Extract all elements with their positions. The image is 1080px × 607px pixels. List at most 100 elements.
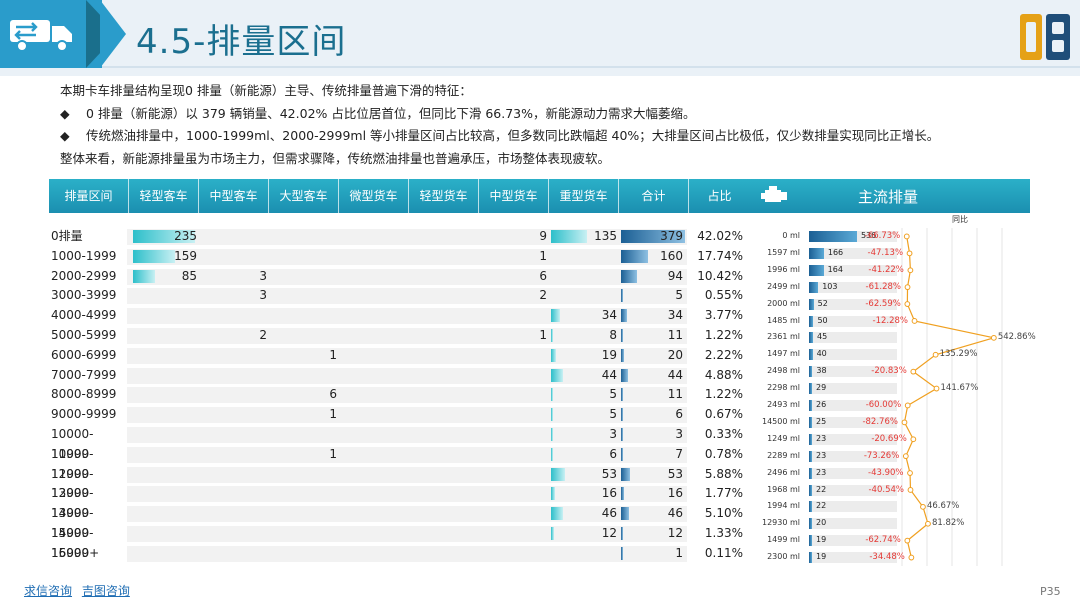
share-value: 1.33% (704, 525, 743, 540)
volume-bar (809, 349, 813, 361)
row-stripe (127, 268, 687, 285)
share-value: 4.88% (704, 367, 743, 382)
row-label: 9000-9999 (51, 407, 117, 422)
yoy-label: -73.26% (863, 450, 900, 461)
displacement-label: 1597 ml (767, 247, 800, 257)
displacement-row: 12930 ml 20 81.82% (752, 515, 1030, 532)
footer-link-jitu[interactable]: 吉图咨询 (81, 584, 130, 598)
volume-bar-track (809, 416, 897, 428)
row-stripe (127, 545, 687, 562)
table-row: 10000-10999 3 3 0.33% (49, 425, 750, 461)
light-bus-bar (133, 269, 156, 283)
heavy-truck-bar (551, 507, 564, 521)
volume-bar (809, 433, 812, 445)
yoy-label: -34.48% (869, 552, 905, 563)
summary-text: 本期卡车排量结构呈现0 排量（新能源）主导、传统排量普遍下滑的特征： ◆ 0 排量… (60, 80, 1070, 170)
share-value: 42.02% (697, 229, 743, 243)
yoy-label: -62.74% (865, 535, 901, 546)
displacement-label: 1994 ml (767, 501, 800, 511)
yoy-point (907, 267, 914, 274)
heavy-truck-bar (551, 487, 556, 501)
light-bus-bar (133, 249, 175, 263)
heavy-truck-value: 19 (601, 347, 617, 362)
displacement-row: 1485 ml 50 -12.28% (752, 313, 1030, 330)
volume-bar (809, 231, 857, 242)
share-value: 1.22% (704, 387, 743, 402)
volume-value: 50 (817, 315, 828, 325)
displacement-row: 1497 ml 40 135.29% (752, 346, 1030, 363)
table-row: 5000-5999 2 1 8 11 1.22% (49, 326, 750, 346)
volume-bar (809, 501, 812, 513)
heavy-truck-value: 12 (601, 525, 617, 540)
yoy-label: -40.54% (868, 484, 904, 495)
volume-bar (809, 281, 819, 293)
heavy-truck-value: 6 (609, 446, 617, 461)
footer-link-qiuxin[interactable]: 求信咨询 (24, 584, 73, 598)
total-bar (621, 427, 623, 441)
table-row: 12000-12999 53 53 5.88% (49, 465, 750, 500)
displacement-row: 2493 ml 26 -60.00% (752, 397, 1030, 414)
row-stripe (127, 347, 687, 364)
total-bar (621, 408, 623, 422)
yoy-point (903, 233, 910, 240)
total-value: 1 (675, 545, 683, 560)
row-stripe (127, 446, 687, 463)
mid-truck-value: 1 (539, 248, 547, 263)
intro-text: 本期卡车排量结构呈现0 排量（新能源）主导、传统排量普遍下滑的特征： (60, 83, 472, 98)
total-bar (621, 467, 630, 481)
displacement-row: 2361 ml 45 542.86% (752, 329, 1036, 346)
heavy-truck-bar (551, 368, 563, 382)
yoy-point (906, 250, 913, 257)
side-panel-title: 主流排量 (858, 188, 919, 206)
share-value: 0.67% (704, 407, 743, 422)
displacement-label: 2289 ml (767, 450, 800, 460)
table-row: 3000-3999 3 2 5 0.55% (49, 286, 750, 306)
displacement-label: 0 ml (782, 231, 800, 240)
total-bar (621, 348, 625, 362)
row-label: 10000-10999 (51, 426, 94, 461)
displacement-row: 2298 ml 29 141.67% (752, 380, 1030, 397)
total-bar (621, 447, 623, 461)
volume-value: 103 (822, 281, 838, 291)
share-value: 0.78% (704, 446, 743, 461)
displacement-row: 14500 ml 25 -82.76% (752, 414, 1030, 431)
displacement-label: 1497 ml (767, 349, 800, 359)
table-row: 16000+ 1 0.11% (49, 544, 750, 564)
volume-bar (809, 416, 812, 428)
volume-value: 164 (827, 264, 843, 274)
header-cell: 大型客车 (269, 179, 339, 213)
volume-value: 45 (817, 332, 828, 342)
header-cell: 中型货车 (479, 179, 549, 213)
volume-bar-track (809, 501, 897, 513)
volume-value: 26 (816, 400, 827, 409)
volume-bar (809, 332, 814, 344)
displacement-label: 12930 ml (761, 518, 800, 528)
header-cell: 合计 (619, 179, 689, 213)
total-bar (621, 249, 649, 263)
volume-bar-track (809, 400, 897, 411)
heavy-truck-value: 5 (609, 407, 617, 422)
yoy-point (904, 284, 911, 291)
volume-bar (809, 552, 812, 564)
heavy-truck-bar (551, 388, 553, 402)
volume-bar (809, 366, 813, 378)
volume-bar-track (809, 281, 897, 293)
total-bar (621, 328, 623, 342)
table-row: 6000-6999 1 19 20 2.22% (49, 346, 750, 366)
volume-value: 19 (816, 535, 827, 545)
header-cell: 排量区间 (49, 179, 129, 213)
displacement-row: 1499 ml 19 -62.74% (752, 532, 1030, 549)
volume-value: 19 (816, 552, 827, 562)
share-value: 0.55% (704, 288, 743, 303)
volume-bar (809, 383, 812, 395)
total-bar (621, 309, 627, 323)
diamond-icon: ◆ (60, 128, 70, 143)
yoy-label: -61.28% (865, 281, 902, 292)
mid-truck-value: 1 (539, 327, 547, 342)
share-value: 0.33% (704, 426, 743, 441)
total-bar (621, 526, 624, 540)
yoy-point (904, 402, 911, 409)
volume-value: 536 (861, 231, 877, 240)
yoy-point (990, 334, 997, 341)
displacement-row: 0 ml 536 -66.73% (752, 228, 1030, 245)
